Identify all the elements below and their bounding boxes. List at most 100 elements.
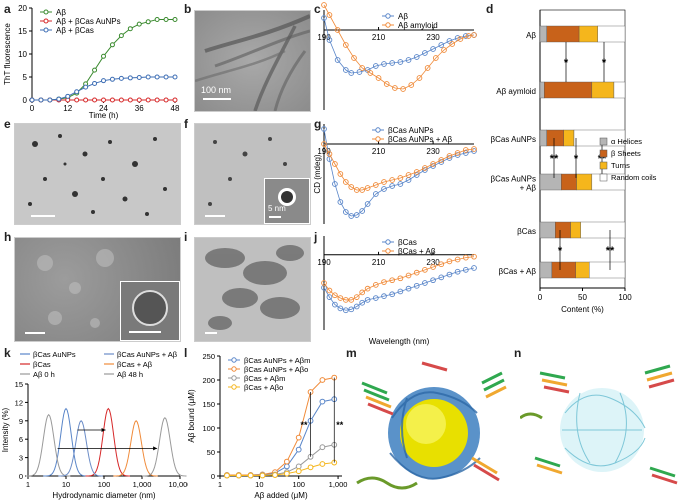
data-point bbox=[381, 186, 387, 192]
data-point bbox=[381, 279, 387, 285]
legend-marker bbox=[43, 27, 49, 33]
series-line bbox=[226, 377, 335, 476]
data-point bbox=[364, 297, 371, 303]
data-point bbox=[400, 86, 406, 92]
chart-l-binding: 1 10 100 1,000 0 50 100 150 200 250 Aβ added (μM) A… bbox=[187, 352, 347, 500]
data-point bbox=[334, 57, 341, 63]
data-point bbox=[351, 55, 357, 61]
data-point bbox=[29, 97, 35, 103]
panel-letter-j: j bbox=[314, 230, 318, 244]
y-axis-label: Intensity (%) bbox=[1, 407, 10, 452]
data-point bbox=[326, 37, 333, 43]
casein-shell bbox=[560, 388, 646, 472]
data-point bbox=[337, 171, 344, 177]
data-point bbox=[332, 181, 338, 187]
data-point bbox=[389, 177, 396, 183]
panel-letter-c: c bbox=[314, 2, 321, 16]
data-point bbox=[154, 74, 160, 80]
dls-peak bbox=[43, 407, 88, 477]
x-tick-label: 10 bbox=[255, 480, 263, 489]
data-point bbox=[413, 269, 420, 276]
y-tick-label: 150 bbox=[202, 400, 215, 409]
category-label: βCas AuNPs bbox=[490, 175, 536, 184]
legend-swatch bbox=[599, 149, 608, 158]
data-point bbox=[372, 295, 379, 301]
data-point bbox=[145, 19, 151, 25]
stacked-bar-segment bbox=[613, 81, 626, 99]
data-point bbox=[372, 182, 379, 188]
data-point bbox=[438, 261, 445, 268]
data-point bbox=[47, 97, 53, 103]
molecular-model-m bbox=[356, 361, 507, 490]
data-point bbox=[413, 169, 420, 175]
x-tick-label: 210 bbox=[372, 147, 386, 156]
legend-label: Aβ 48 h bbox=[117, 370, 143, 379]
data-point bbox=[319, 398, 326, 405]
legend-label: Turns bbox=[611, 161, 630, 170]
stacked-bar-segment bbox=[546, 25, 580, 43]
data-point bbox=[372, 63, 379, 69]
data-point bbox=[405, 285, 412, 292]
data-point bbox=[283, 470, 290, 477]
stacked-bar-segment bbox=[555, 221, 571, 239]
x-tick-label: 10,000 bbox=[169, 480, 188, 489]
data-point bbox=[405, 172, 412, 178]
data-point bbox=[372, 282, 379, 288]
category-label: + Aβ bbox=[520, 184, 537, 193]
x-tick-label: 210 bbox=[372, 33, 386, 42]
data-point bbox=[295, 434, 302, 441]
data-point bbox=[127, 75, 133, 81]
panel-letter-f: f bbox=[184, 117, 188, 131]
data-point bbox=[438, 157, 445, 163]
legend-label: βCas AuNPs bbox=[33, 350, 76, 359]
data-point bbox=[283, 463, 290, 470]
legend-marker bbox=[385, 248, 391, 254]
data-point bbox=[471, 253, 477, 260]
y-tick-label: 5 bbox=[23, 73, 28, 82]
data-point bbox=[295, 468, 302, 475]
data-point bbox=[389, 291, 396, 298]
data-point bbox=[74, 89, 80, 95]
stacked-bar-segment bbox=[551, 261, 576, 279]
data-point bbox=[74, 97, 80, 103]
dls-peak bbox=[142, 416, 187, 477]
data-point bbox=[353, 212, 360, 218]
data-point bbox=[446, 271, 453, 278]
stacked-bar-segment bbox=[546, 129, 565, 147]
y-tick-label: 15 bbox=[15, 380, 23, 389]
category-label: Aβ bbox=[526, 31, 536, 40]
panel-letter-h: h bbox=[4, 230, 12, 244]
series-line bbox=[32, 19, 175, 101]
dls-peak bbox=[25, 413, 71, 477]
tem-inset-h bbox=[120, 281, 180, 341]
data-point bbox=[83, 97, 89, 103]
data-point bbox=[471, 146, 477, 152]
data-point bbox=[337, 305, 344, 312]
legend-marker bbox=[43, 18, 49, 24]
chart-k-dls: 1 10 100 1,000 10,000 0 3 6 9 12 15 Hydrodynamic di… bbox=[1, 350, 188, 500]
stacked-bar-segment bbox=[539, 261, 553, 279]
data-point bbox=[353, 187, 360, 193]
data-point bbox=[65, 93, 71, 99]
legend-label: Aβ + βCas bbox=[56, 26, 94, 35]
data-point bbox=[172, 74, 178, 80]
data-point bbox=[118, 97, 124, 103]
panel-letter-k: k bbox=[4, 346, 11, 360]
legend-marker bbox=[375, 136, 381, 142]
data-point bbox=[145, 97, 151, 103]
legend-swatch bbox=[599, 173, 608, 182]
x-tick-label: 36 bbox=[135, 104, 144, 113]
data-point bbox=[397, 59, 404, 65]
data-point bbox=[389, 277, 396, 284]
legend-label: βCas + Aβ bbox=[398, 247, 436, 256]
legend-label: Aβ amyloid bbox=[398, 21, 438, 30]
stacked-bar-segment bbox=[563, 129, 575, 147]
data-point bbox=[430, 161, 436, 167]
data-point bbox=[405, 57, 412, 63]
data-point bbox=[326, 12, 333, 18]
panel-letter-n: n bbox=[514, 346, 522, 360]
series-line bbox=[226, 444, 335, 477]
data-point bbox=[283, 458, 290, 465]
legend-label: βCas AuNPs + Aβm bbox=[244, 356, 310, 365]
data-point bbox=[326, 294, 333, 300]
